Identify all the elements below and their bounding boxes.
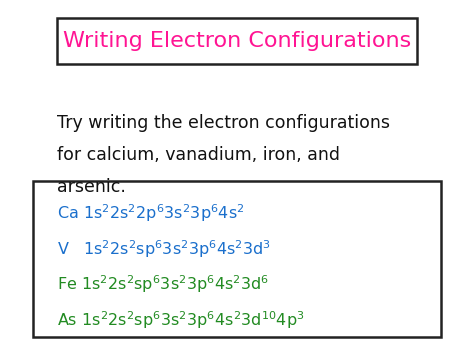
Text: Ca 1s$^2$2s$^2$2p$^6$3s$^2$3p$^6$4s$^2$: Ca 1s$^2$2s$^2$2p$^6$3s$^2$3p$^6$4s$^2$ [57,202,245,224]
Text: Fe 1s$^2$2s$^2$sp$^6$3s$^2$3p$^6$4s$^2$3d$^6$: Fe 1s$^2$2s$^2$sp$^6$3s$^2$3p$^6$4s$^2$3… [57,273,269,295]
Text: V   1s$^2$2s$^2$sp$^6$3s$^2$3p$^6$4s$^2$3d$^3$: V 1s$^2$2s$^2$sp$^6$3s$^2$3p$^6$4s$^2$3d… [57,238,271,260]
Text: As 1s$^2$2s$^2$sp$^6$3s$^2$3p$^6$4s$^2$3d$^{10}$4p$^3$: As 1s$^2$2s$^2$sp$^6$3s$^2$3p$^6$4s$^2$3… [57,309,304,331]
FancyBboxPatch shape [33,181,441,337]
Text: for calcium, vanadium, iron, and: for calcium, vanadium, iron, and [57,146,340,164]
Text: Writing Electron Configurations: Writing Electron Configurations [63,31,411,51]
FancyBboxPatch shape [57,18,417,64]
Text: arsenic.: arsenic. [57,178,126,196]
Text: Try writing the electron configurations: Try writing the electron configurations [57,114,390,132]
